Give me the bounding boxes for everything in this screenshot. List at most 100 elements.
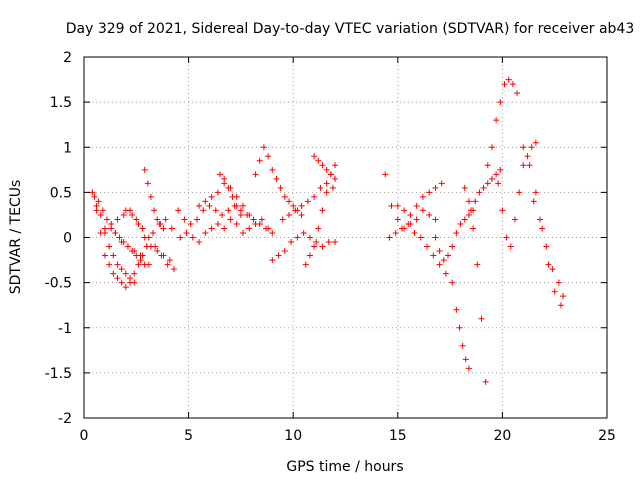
data-point bbox=[221, 225, 228, 232]
data-point bbox=[497, 166, 504, 173]
data-point bbox=[461, 216, 468, 223]
data-point bbox=[325, 239, 332, 246]
data-point bbox=[300, 229, 307, 236]
data-point bbox=[549, 266, 556, 273]
data-point bbox=[520, 144, 527, 151]
data-point bbox=[543, 243, 550, 250]
data-point bbox=[281, 193, 288, 200]
data-point bbox=[166, 257, 173, 264]
data-point bbox=[135, 220, 142, 227]
data-point bbox=[114, 275, 121, 282]
data-point bbox=[91, 193, 98, 200]
data-point bbox=[532, 189, 539, 196]
data-point bbox=[233, 202, 240, 209]
data-point bbox=[214, 220, 221, 227]
data-point bbox=[139, 225, 146, 232]
data-point bbox=[388, 202, 395, 209]
data-point bbox=[319, 243, 326, 250]
y-tick-label: 1 bbox=[63, 140, 72, 156]
data-point bbox=[145, 261, 152, 268]
data-point bbox=[424, 243, 431, 250]
data-point bbox=[187, 220, 194, 227]
data-point bbox=[157, 220, 164, 227]
data-point bbox=[183, 229, 190, 236]
data-point bbox=[175, 207, 182, 214]
data-point bbox=[177, 234, 184, 241]
data-point bbox=[302, 261, 309, 268]
data-point bbox=[170, 266, 177, 273]
data-point bbox=[216, 171, 223, 178]
data-point bbox=[501, 81, 508, 88]
data-point bbox=[311, 193, 318, 200]
data-point bbox=[419, 207, 426, 214]
data-point bbox=[557, 302, 564, 309]
data-point bbox=[104, 216, 111, 223]
data-point bbox=[419, 193, 426, 200]
data-point bbox=[411, 229, 418, 236]
data-point bbox=[122, 284, 129, 291]
data-point bbox=[465, 198, 472, 205]
data-point bbox=[206, 202, 213, 209]
y-tick-label: 1.5 bbox=[50, 95, 72, 111]
y-tick-label: -1.5 bbox=[45, 366, 72, 382]
data-point bbox=[323, 166, 330, 173]
data-point bbox=[164, 261, 171, 268]
data-point bbox=[313, 239, 320, 246]
data-point bbox=[214, 189, 221, 196]
data-point bbox=[488, 175, 495, 182]
data-point bbox=[106, 261, 113, 268]
data-point bbox=[476, 189, 483, 196]
y-tick-label: 0.5 bbox=[50, 185, 72, 201]
data-point bbox=[281, 248, 288, 255]
data-point bbox=[484, 180, 491, 187]
data-point bbox=[225, 184, 232, 191]
data-point bbox=[462, 356, 469, 363]
x-axis-label: GPS time / hours bbox=[286, 459, 403, 475]
data-point bbox=[239, 229, 246, 236]
data-point bbox=[193, 216, 200, 223]
y-axis-label: SDTVAR / TECUs bbox=[8, 180, 24, 295]
data-point bbox=[144, 180, 151, 187]
data-point bbox=[445, 252, 452, 259]
x-tick-label: 10 bbox=[284, 428, 302, 444]
data-point bbox=[131, 279, 138, 286]
data-point bbox=[225, 207, 232, 214]
data-point bbox=[440, 257, 447, 264]
data-point bbox=[202, 229, 209, 236]
data-point bbox=[246, 225, 253, 232]
data-point bbox=[417, 234, 424, 241]
data-point bbox=[246, 211, 253, 218]
data-point bbox=[118, 279, 125, 286]
data-point bbox=[327, 171, 334, 178]
data-point bbox=[200, 207, 207, 214]
data-point bbox=[292, 207, 299, 214]
data-point bbox=[277, 184, 284, 191]
data-point bbox=[196, 202, 203, 209]
data-point bbox=[95, 198, 102, 205]
data-point bbox=[137, 252, 144, 259]
data-point bbox=[122, 270, 129, 277]
data-point bbox=[453, 229, 460, 236]
data-point bbox=[537, 216, 544, 223]
data-point bbox=[398, 225, 405, 232]
data-point bbox=[459, 342, 466, 349]
data-point bbox=[265, 225, 272, 232]
data-point bbox=[497, 99, 504, 106]
data-point bbox=[323, 180, 330, 187]
data-points bbox=[89, 76, 567, 385]
data-point bbox=[135, 261, 142, 268]
data-point bbox=[141, 166, 148, 173]
data-point bbox=[298, 202, 305, 209]
data-point bbox=[286, 198, 293, 205]
data-point bbox=[116, 234, 123, 241]
data-point bbox=[436, 261, 443, 268]
data-point bbox=[250, 216, 257, 223]
data-point bbox=[154, 248, 161, 255]
data-point bbox=[401, 207, 408, 214]
data-point bbox=[99, 207, 106, 214]
data-point bbox=[162, 216, 169, 223]
data-point bbox=[503, 234, 510, 241]
x-tick-label: 15 bbox=[389, 428, 407, 444]
chart-title: Day 329 of 2021, Sidereal Day-to-day VTE… bbox=[66, 21, 635, 37]
